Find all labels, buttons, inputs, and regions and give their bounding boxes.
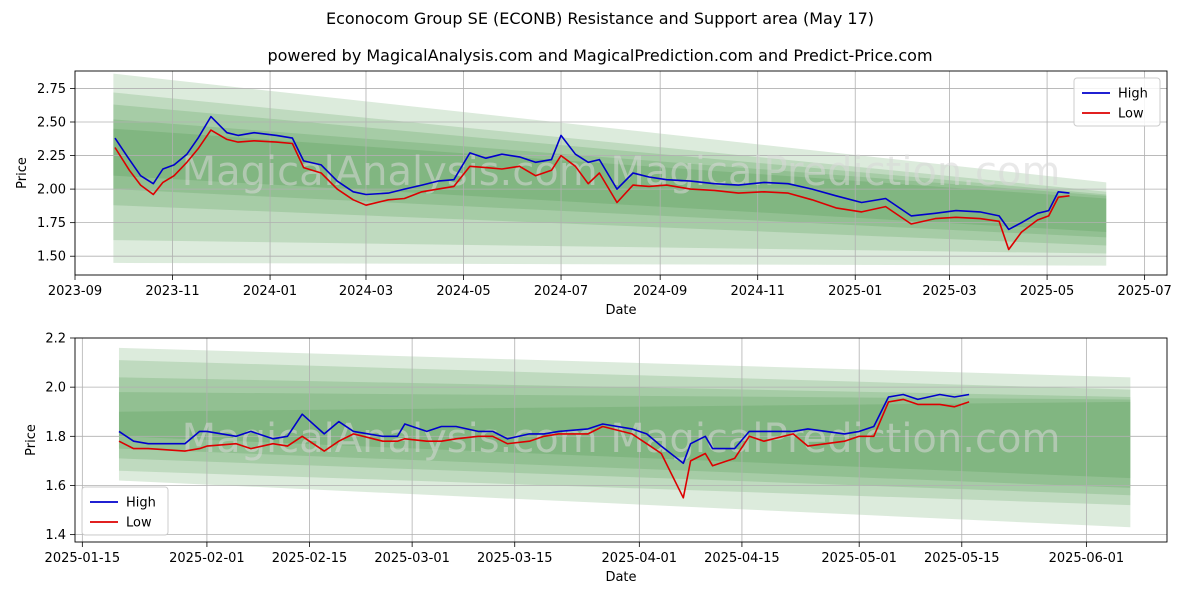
y-axis-label: Price [24,424,39,456]
legend: High Low [81,486,169,536]
chart-panel-2: 2025-01-15 2025-02-01 2025-02-15 2025-03-01… [24,332,1168,585]
legend: High Low [1073,77,1161,127]
x-tick-label: 2025-04-15 [704,551,780,566]
plot-area [75,71,1167,275]
legend-box [1073,77,1161,127]
y-tick-label: 2.75 [37,82,66,97]
plot-area [75,338,1167,542]
y-tick-label: 2.25 [37,149,66,164]
x-tick-label: 2025-05 [1020,284,1074,299]
chart-subtitle: powered by MagicalAnalysis.com and Magic… [267,46,933,65]
x-tick-label: 2024-05 [436,284,490,299]
chart-panel-1: 2023-09 2023-11 2024-01 2024-03 2024-05 2024-… [15,70,1172,318]
legend-label-low: Low [1118,107,1144,122]
y-tick-label: 2.2 [45,332,66,347]
x-tick-label: 2024-01 [243,284,297,299]
x-tick-label: 2025-01 [828,284,882,299]
x-tick-label: 2025-02-01 [169,551,245,566]
legend-box [81,486,169,536]
series-line-high [114,115,1070,231]
x-axis-label: Date [605,303,636,318]
x-tick-label: 2025-03 [922,284,976,299]
y-tick-label: 2.0 [45,381,66,396]
y-tick-label: 1.6 [45,479,66,494]
x-tick-label: 2025-05-01 [821,551,897,566]
band-5 [118,401,1131,479]
x-tick-label: 2024-07 [534,284,588,299]
watermark: MagicalAnalysis.com MagicalPrediction.co… [182,149,1061,195]
y-tick-label: 1.4 [45,528,66,543]
x-tick-label: 2025-04-01 [602,551,678,566]
y-tick-label: 1.75 [37,216,66,231]
x-tick-label: 2023-09 [48,284,102,299]
x-tick-label: 2025-01-15 [45,551,121,566]
x-tick-label: 2024-09 [633,284,687,299]
y-tick-label: 1.50 [37,250,66,265]
series-line-low [114,129,1070,251]
x-tick-label: 2025-02-15 [272,551,348,566]
plot-frame [74,337,1168,543]
legend-label-high: High [126,496,156,511]
y-tick-label: 2.00 [37,183,66,198]
legend-label-low: Low [126,516,152,531]
x-tick-label: 2025-06-01 [1049,551,1125,566]
band-5 [113,128,1107,233]
legend-label-high: High [1118,87,1148,102]
plot-frame [74,70,1168,276]
series-line-low [118,398,970,499]
series-line-high [118,393,970,465]
band-4 [118,392,1131,488]
chart-title: Econocom Group SE (ECONB) Resistance and… [325,9,875,28]
y-tick-label: 1.8 [45,430,66,445]
watermark: MagicalAnalysis.com MagicalPrediction.co… [182,416,1061,462]
y-tick-label: 2.50 [37,116,66,131]
x-tick-label: 2025-05-15 [924,551,1000,566]
prediction-bands [113,73,1107,266]
band-1 [118,347,1131,528]
x-tick-label: 2025-03-15 [477,551,553,566]
band-2 [113,92,1107,254]
y-axis-label: Price [15,157,30,189]
x-tick-label: 2025-03-01 [374,551,450,566]
band-3 [113,104,1107,246]
x-tick-label: 2024-11 [731,284,785,299]
x-tick-label: 2025-07 [1117,284,1171,299]
x-axis-label: Date [605,570,636,585]
x-tick-label: 2023-11 [145,284,199,299]
x-tick-label: 2024-03 [339,284,393,299]
